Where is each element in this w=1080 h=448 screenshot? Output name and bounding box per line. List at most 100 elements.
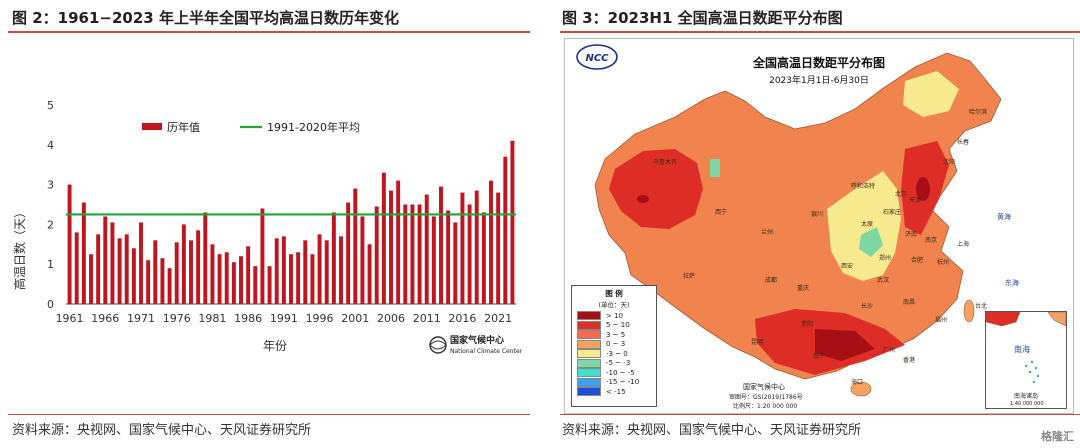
bar [124,234,129,304]
inset-scale: 1:40 000 000 [1010,401,1044,407]
map-region-xinjiang [609,149,703,229]
legend-row: -3 ~ 0 [572,349,656,359]
bar [160,258,165,304]
legend-unit: (单位：天) [598,301,630,309]
map-place-label: 南宁 [813,353,826,360]
bar [203,212,208,304]
bar [153,240,158,304]
bar [181,224,186,304]
bar [310,254,315,304]
bar [67,184,72,304]
map-sea-label: 东海 [1005,278,1019,287]
legend-row: < -15 [572,387,656,397]
legend-swatch [577,368,601,378]
bar [324,240,329,304]
map-region-xinjiang-core [637,195,649,203]
map-place-label: 济南 [905,231,918,238]
map-place-label: 昆明 [751,339,764,346]
map-place-label: 南昌 [903,299,916,306]
map-region-central-belt [827,171,901,281]
bar [510,140,515,304]
bar [89,254,93,304]
x-tick-label: 2006 [377,312,405,325]
map-place-label: 合肥 [911,257,924,264]
map-review-number: 审图号：GS(2019)1786号 [729,393,803,401]
map-place-label: 沈阳 [943,159,956,166]
legend-title: 图 例 [605,289,623,298]
bar [353,188,358,304]
bar [274,238,279,304]
bar [403,204,408,304]
map-place-label: 长沙 [861,303,874,310]
map-place-label: 北京 [895,191,908,198]
bar [174,242,179,304]
ncc-globe-meridian [429,340,447,350]
x-tick-label: 1961 [56,312,84,325]
bar [246,246,251,304]
inset-sea-name: 南海 [1014,344,1030,354]
map-date: 2023年1月1日-6月30日 [769,74,869,86]
legend-label: 0 ~ 3 [606,340,626,349]
legend-label: 5 ~ 10 [606,321,630,330]
legend-swatch-bars [142,123,162,130]
x-tick-label: 1981 [198,312,226,325]
bar [481,212,486,304]
map-place-label: 拉萨 [683,273,696,280]
map-sea-label: 黄海 [997,212,1011,221]
right-source: 资料来源：央视网、国家气候中心、天风证券研究所 [562,423,862,438]
legend-swatch [577,320,601,330]
x-tick-label: 1986 [234,312,262,325]
bar [81,202,86,304]
legend-swatch [577,339,601,349]
bar [117,238,122,304]
bar-chart: 0 1 2 3 4 5 1961 1966 1971 1976 1981 1986 1991 1996 20… [12,99,523,355]
legend-row: > 10 [572,311,656,321]
legend-label: -10 ~ -5 [606,368,635,377]
inset-islands [1024,360,1040,384]
legend-label: -15 ~ -10 [606,378,640,387]
bar [389,190,393,304]
x-tick-label: 1991 [270,312,298,325]
bar [374,206,379,304]
y-axis-label: 高温日数（天） [12,206,27,290]
map-figure-title: 图 3：2023H1 全国高温日数距平分布图 [562,9,843,27]
legend-label-line: 1991-2020年平均 [267,120,360,134]
map-center-name: 国家气候中心 [743,382,785,391]
map-region-north-east [903,71,959,117]
map-place-label: 重庆 [797,285,810,292]
map-region-east-core [916,177,930,201]
right-panel: 图 3：2023H1 全国高温日数距平分布图 全国高温日 [552,0,1080,448]
y-tick-label: 2 [47,218,54,231]
source-rule [560,414,1080,415]
legend-swatch [577,311,601,321]
y-tick-label: 0 [47,298,54,311]
x-axis-label: 年份 [263,339,287,353]
bar [139,222,143,304]
map-place-label: 成都 [765,277,778,284]
map-region-green [859,227,883,257]
bar [146,260,151,304]
bar [110,222,115,304]
legend-row: -5 ~ -3 [572,358,656,369]
map-place-label: 太原 [861,221,874,228]
x-tick-label: 2001 [341,312,369,325]
bar [503,156,508,304]
legend-row: -10 ~ -5 [572,368,656,378]
bar [189,240,193,304]
source-rule [8,414,530,415]
ncc-credit-en: National Climate Center [450,348,523,355]
map-place-label: 天津 [909,197,922,204]
map-place-label: 福州 [935,317,948,324]
bar [496,192,501,304]
map-place-label: 香港 [903,357,916,364]
inset-label: 南海诸岛 [1014,392,1038,400]
map-region-south-core [815,329,875,361]
bar [131,248,136,304]
bar [346,202,351,304]
bar [339,236,343,304]
map-region-hainan [850,381,872,397]
bar [453,222,458,304]
map-region-green-west [710,159,720,177]
bar [239,256,243,304]
